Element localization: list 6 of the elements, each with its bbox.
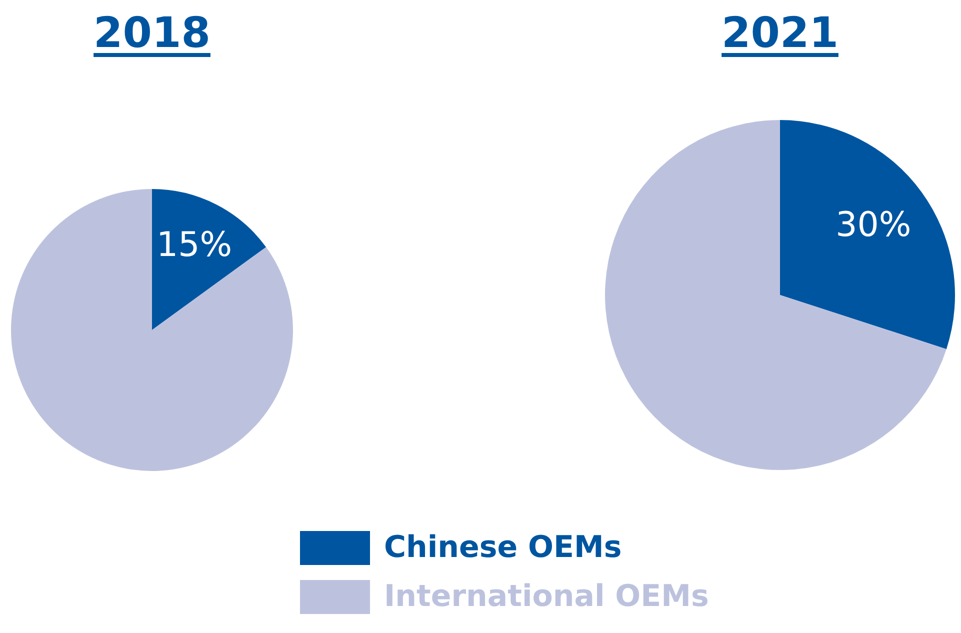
- data-label: 30%: [836, 204, 912, 245]
- slice-label: 2021: [720, 8, 840, 57]
- data-label: 15%: [156, 224, 232, 265]
- legend-label: Chinese OEMs: [384, 530, 622, 565]
- slice-label: 2018: [92, 8, 212, 57]
- legend-label: International OEMs: [384, 579, 709, 614]
